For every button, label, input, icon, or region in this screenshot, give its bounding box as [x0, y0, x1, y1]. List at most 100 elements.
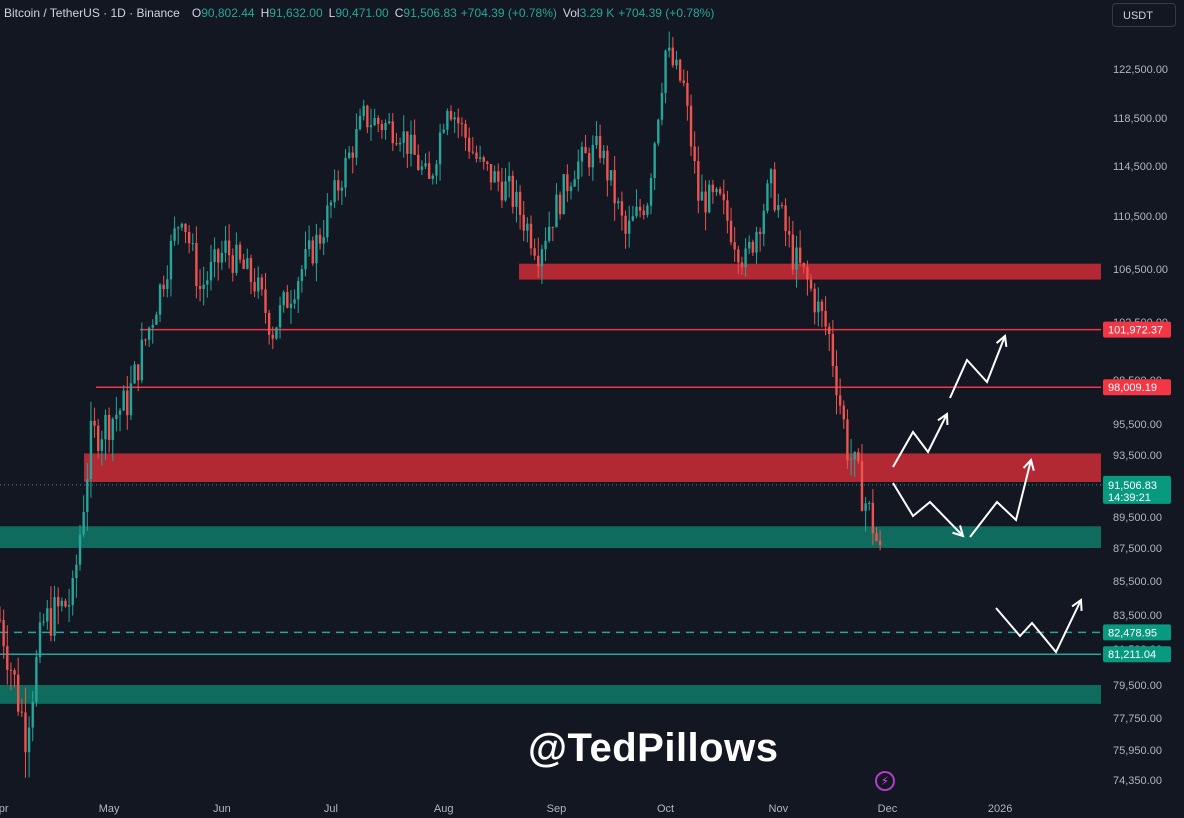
- watermark: @TedPillows: [528, 726, 779, 770]
- candle-body: [275, 327, 278, 339]
- currency-button[interactable]: USDT: [1112, 3, 1176, 27]
- candle-body: [75, 564, 78, 578]
- candle-body: [722, 193, 725, 201]
- candle-body: [533, 248, 536, 256]
- candle-body: [413, 134, 416, 155]
- price-tag-label: 82,478.95: [1108, 627, 1157, 639]
- y-tick-label: 110,500.00: [1113, 211, 1167, 223]
- support-zone-lower[interactable]: [0, 685, 1101, 704]
- candle-body: [133, 364, 136, 384]
- lightning-icon[interactable]: ⚡: [875, 771, 895, 791]
- candle-body: [853, 451, 856, 460]
- candle-body: [555, 194, 558, 228]
- candle-body: [497, 171, 500, 182]
- low-label: L: [328, 6, 336, 20]
- candle-body: [86, 478, 89, 512]
- candle-body: [678, 59, 682, 81]
- candle-body: [500, 181, 504, 201]
- projection-arrow-2[interactable]: [949, 335, 1006, 399]
- candle-body: [729, 220, 733, 243]
- candle-body: [217, 249, 220, 263]
- candle-body: [522, 214, 525, 231]
- x-tick-label: Nov: [769, 803, 789, 815]
- candle-body: [744, 248, 747, 267]
- candle-body: [311, 240, 314, 264]
- projection-arrow-1[interactable]: [892, 413, 948, 468]
- price-tag-label: 101,972.37: [1108, 325, 1163, 337]
- x-tick-label: Jun: [213, 803, 231, 815]
- candle-body: [104, 414, 107, 440]
- candle-body: [337, 180, 340, 191]
- candle-body: [482, 157, 485, 162]
- candle-body: [115, 414, 118, 419]
- candle-body: [424, 163, 427, 167]
- candle-body: [249, 258, 253, 282]
- candle-body: [213, 249, 216, 262]
- candle-body: [329, 202, 333, 206]
- candle-body: [824, 310, 827, 327]
- candle-body: [435, 164, 438, 176]
- projection-arrow-5[interactable]: [995, 599, 1082, 654]
- candle-body: [860, 461, 864, 511]
- last-price-tag: [1103, 475, 1171, 504]
- symbol-title[interactable]: Bitcoin / TetherUS · 1D · Binance: [4, 6, 180, 20]
- candle-body: [631, 216, 635, 221]
- candle-body: [664, 50, 667, 93]
- candle-body: [6, 646, 9, 670]
- candle-body: [711, 184, 715, 193]
- candle-body: [206, 280, 209, 285]
- candle-body: [271, 334, 274, 339]
- candle-body: [446, 110, 449, 130]
- candle-body: [668, 47, 671, 51]
- candle-body: [715, 188, 718, 193]
- candle-body: [518, 191, 522, 215]
- candle-body: [489, 163, 493, 183]
- projection-arrow-4[interactable]: [969, 459, 1032, 538]
- candle-body: [580, 146, 584, 162]
- candle-body: [38, 622, 42, 658]
- candle-body: [809, 279, 813, 289]
- arrow-head-4: [1022, 457, 1035, 471]
- candle-body: [697, 161, 700, 201]
- candle-body: [27, 727, 31, 753]
- candle-body: [606, 150, 609, 181]
- candle-body: [595, 135, 598, 146]
- candle-body: [675, 59, 678, 66]
- y-tick-label: 75,950.00: [1113, 745, 1162, 757]
- last-price-label: 91,506.83: [1108, 480, 1157, 492]
- candle-body: [71, 577, 74, 606]
- candle-body: [89, 420, 93, 479]
- candle-body: [96, 425, 100, 451]
- candle-body: [373, 118, 376, 126]
- candle-body: [162, 284, 165, 290]
- candle-body: [573, 179, 576, 187]
- chart-header: Bitcoin / TetherUS · 1D · Binance O 90,80…: [4, 6, 714, 20]
- candle-body: [380, 123, 384, 130]
- candle-body: [227, 240, 231, 256]
- candle-body: [566, 174, 569, 192]
- high-label: H: [260, 6, 270, 20]
- candle-body: [835, 366, 838, 396]
- resistance-zone-lower[interactable]: [84, 453, 1101, 482]
- candle-body: [529, 223, 533, 249]
- y-tick-label: 74,350.00: [1113, 775, 1162, 787]
- candle-body: [64, 600, 67, 607]
- candle-body: [53, 596, 56, 636]
- resistance-zone-upper[interactable]: [519, 263, 1101, 280]
- candle-body: [864, 503, 867, 511]
- candle-body: [260, 277, 264, 290]
- candle-body: [740, 262, 744, 267]
- candle-body: [166, 279, 169, 290]
- price-tag-label: 81,211.04: [1108, 649, 1156, 661]
- candle-body: [267, 312, 271, 335]
- candle-body: [46, 608, 49, 622]
- candle-body: [584, 146, 587, 154]
- candle-body: [322, 237, 325, 244]
- support-zone-upper[interactable]: [0, 526, 1101, 548]
- projection-arrow-3[interactable]: [892, 482, 964, 537]
- y-tick-label: 122,500.00: [1113, 64, 1168, 76]
- y-tick-label: 106,500.00: [1113, 264, 1168, 276]
- candle-body: [42, 621, 45, 623]
- y-tick-label: 83,500.00: [1113, 610, 1162, 622]
